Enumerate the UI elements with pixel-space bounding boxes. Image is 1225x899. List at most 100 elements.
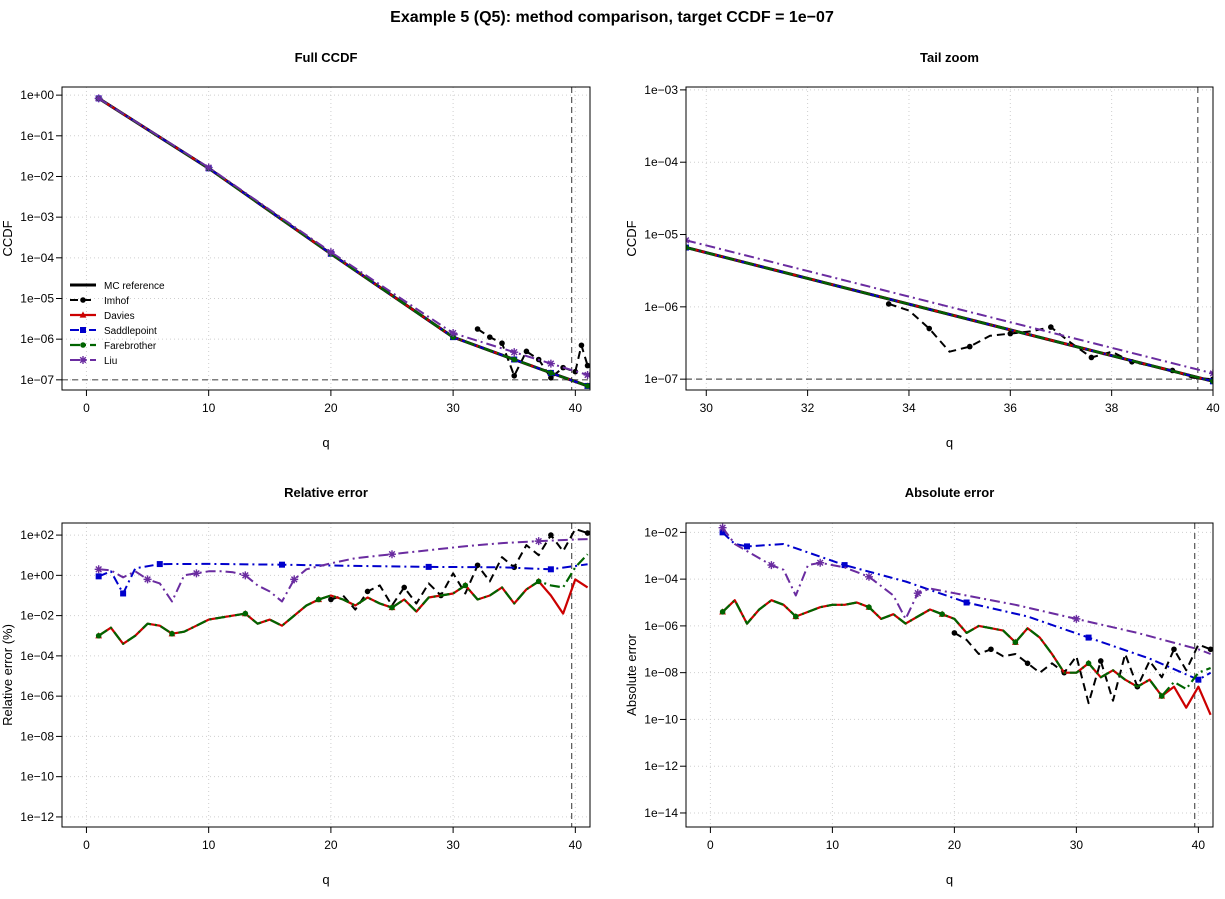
series-marker-imhof: [578, 342, 585, 349]
y-axis-label: Absolute error: [624, 634, 639, 716]
legend-label: Farebrother: [104, 341, 157, 352]
y-axis-label: CCDF: [624, 220, 639, 256]
series-marker-liu: [449, 329, 458, 338]
legend-label: Saddlepoint: [104, 326, 157, 337]
series-line-farebrother: [98, 553, 589, 645]
x-tick-label: 30: [446, 401, 460, 415]
panel-2: Tail zoom 30 32 34 36 38 40 1e−03 1e−04 1e−05 1e−0…: [624, 50, 1220, 450]
series-line-mc: [97, 97, 589, 388]
y-tick-label: 1e−07: [644, 372, 678, 386]
panel-title: Tail zoom: [920, 50, 979, 65]
y-axis-label: Relative error (%): [0, 624, 15, 726]
series-marker-imhof: [988, 646, 994, 653]
y-tick-label: 1e−14: [644, 806, 678, 820]
series-marker-farebrother: [1085, 660, 1092, 667]
series-marker-liu: [94, 94, 103, 103]
plot-frame: [61, 86, 591, 391]
series-marker-farebrother: [1158, 693, 1165, 699]
y-tick-label: 1e−12: [644, 759, 678, 773]
series-marker-liu: [510, 348, 519, 357]
series-marker-saddlepoint: [425, 563, 432, 570]
series-marker-saddlepoint: [719, 529, 726, 536]
x-tick-label: 0: [83, 401, 90, 415]
series-marker-farebrother: [584, 383, 590, 389]
x-tick-label: 0: [83, 838, 90, 852]
series-marker-liu: [388, 550, 396, 559]
x-tick-label: 40: [569, 401, 583, 415]
panel-3: Relative error 0 10 20 30 40 1e+02 1e+00 1e−02 1e…: [0, 485, 591, 887]
series-marker-liu: [816, 558, 825, 567]
series-marker-saddlepoint: [743, 543, 750, 550]
series-marker-imhof: [548, 532, 554, 538]
series-marker-saddlepoint: [547, 566, 554, 573]
series-marker-farebrother: [450, 334, 456, 340]
series-group: [686, 236, 1213, 385]
y-tick-label: 1e−01: [20, 129, 54, 143]
y-tick-label: 1e−03: [644, 83, 678, 97]
series-marker-saddlepoint: [963, 599, 970, 606]
series-marker-imhof: [328, 596, 334, 603]
series-marker-farebrother: [548, 370, 554, 376]
series-marker-farebrother: [242, 610, 249, 617]
x-tick-label: 38: [1105, 401, 1119, 415]
series-marker-imhof: [364, 588, 371, 595]
y-tick-label: 1e−05: [644, 228, 678, 242]
y-tick-label: 1e−03: [20, 210, 54, 224]
y-tick-label: 1e−06: [20, 689, 54, 703]
y-tick-label: 1e−10: [20, 770, 54, 784]
series-marker-liu: [143, 575, 152, 584]
series-marker-liu: [546, 359, 555, 368]
series-marker-liu: [326, 248, 335, 257]
legend-label: MC reference: [104, 281, 165, 292]
legend-marker: [80, 297, 86, 303]
x-tick-label: 40: [569, 838, 583, 852]
series-marker-imhof: [1024, 660, 1031, 667]
x-tick-label: 40: [1192, 838, 1206, 852]
plot-frame: [685, 522, 1214, 828]
series-marker-imhof: [926, 325, 933, 332]
series-marker-farebrother: [686, 244, 689, 251]
x-tick-label: 20: [324, 401, 338, 415]
panel-4: Absolute error 0 10 20 30 40 1e−02 1e−04 1e−06 1e…: [624, 485, 1214, 887]
series-marker-imhof: [584, 362, 590, 369]
series-line-davies: [98, 97, 588, 387]
series-marker-saddlepoint: [1085, 634, 1092, 641]
x-tick-label: 10: [826, 838, 840, 852]
x-axis-label: q: [946, 872, 953, 887]
series-group: [718, 523, 1213, 716]
y-tick-label: 1e−10: [644, 712, 678, 726]
x-axis-label: q: [322, 872, 329, 887]
series-marker-liu: [864, 572, 873, 581]
y-tick-label: 1e−06: [20, 332, 54, 346]
series-marker-farebrother: [535, 578, 542, 585]
y-tick-label: 1e+00: [20, 88, 54, 102]
series-marker-farebrother: [511, 356, 518, 363]
series-line-saddlepoint: [98, 97, 588, 387]
y-tick-label: 1e−08: [20, 729, 54, 743]
series-marker-farebrother: [1012, 639, 1019, 646]
series-marker-imhof: [951, 630, 958, 636]
series-line-imhof: [953, 632, 1211, 705]
series-marker-farebrother: [389, 604, 395, 611]
legend-marker: [79, 356, 87, 364]
series-marker-imhof: [474, 326, 481, 332]
y-tick-label: 1e−12: [20, 810, 54, 824]
series-line-liu: [686, 239, 1213, 375]
panel-1: Full CCDF 0 10 20 30 40 1e+00 1e−01 1e−02 1e−03 1e…: [0, 50, 591, 450]
series-marker-saddlepoint: [279, 561, 285, 568]
series-marker-saddlepoint: [95, 573, 102, 580]
panel-title: Full CCDF: [295, 50, 358, 65]
series-marker-liu: [583, 370, 590, 379]
legend-marker: [79, 311, 87, 318]
series-marker-imhof: [1007, 330, 1014, 337]
series-marker-imhof: [1048, 324, 1054, 330]
legend: MC reference Imhof Davies Saddlepoint Farebr…: [70, 281, 165, 367]
series-line-saddlepoint: [686, 246, 1213, 383]
x-tick-label: 10: [202, 838, 216, 852]
series-marker-farebrother: [315, 596, 322, 603]
x-tick-label: 10: [202, 401, 216, 415]
plot-frame: [685, 86, 1214, 391]
series-marker-imhof: [511, 372, 518, 379]
